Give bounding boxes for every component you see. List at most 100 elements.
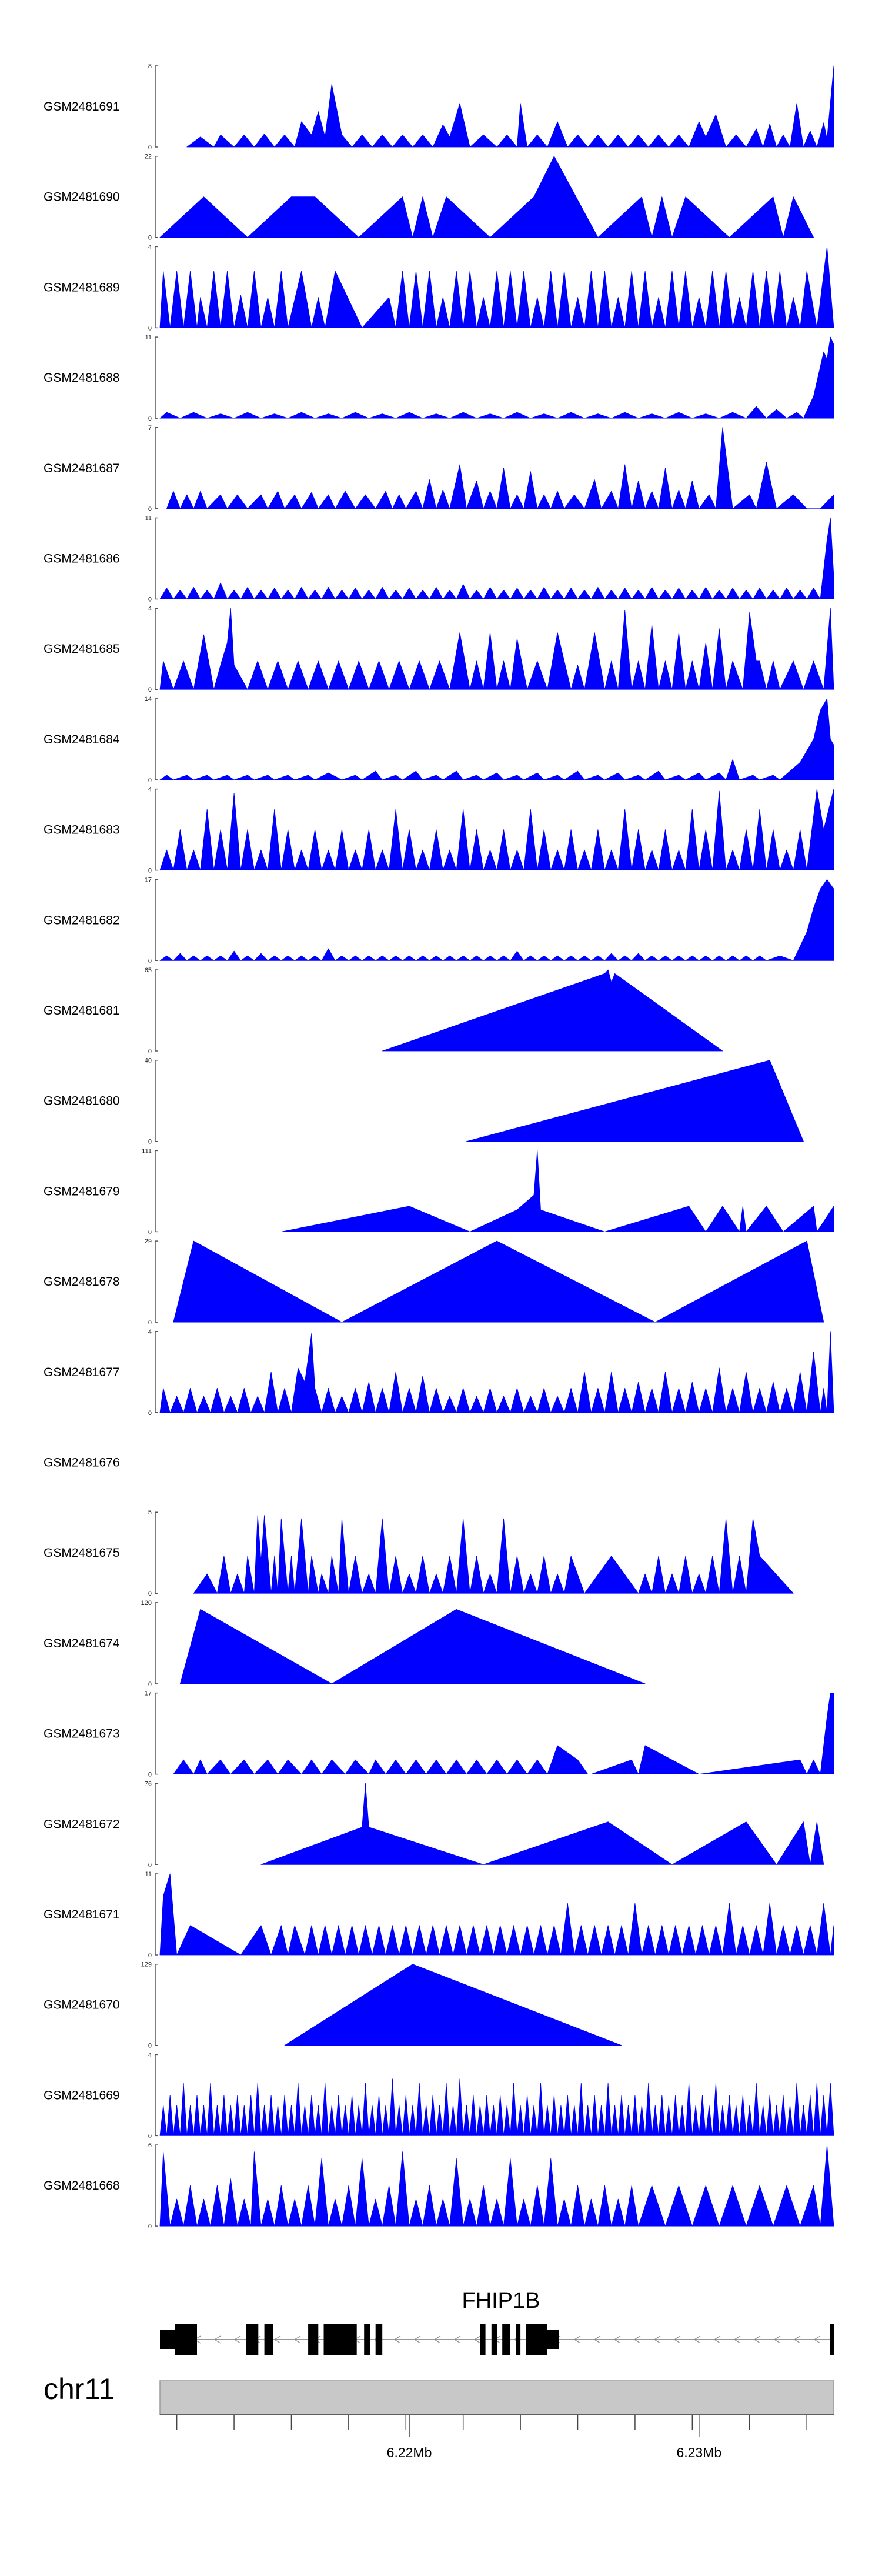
exon-utr bbox=[547, 2330, 559, 2349]
track-axis-min-label: 0 bbox=[148, 596, 152, 603]
track-axis-min-label: 0 bbox=[148, 1952, 152, 1959]
track-label: GSM2481672 bbox=[44, 1817, 120, 1831]
track-label: GSM2481678 bbox=[44, 1275, 120, 1289]
coverage-area bbox=[159, 698, 834, 780]
track-label: GSM2481685 bbox=[44, 642, 120, 656]
track-label: GSM2481673 bbox=[44, 1727, 120, 1741]
coverage-area bbox=[260, 1783, 824, 1865]
track-axis bbox=[155, 2054, 158, 2137]
coverage-area bbox=[159, 246, 834, 328]
strand-arrow-icon bbox=[593, 2335, 601, 2344]
track-axis bbox=[155, 1511, 158, 1594]
coverage-area bbox=[180, 1609, 646, 1684]
track-GSM2481685: GSM2481685 4 0 bbox=[44, 605, 834, 693]
strand-arrow-icon bbox=[793, 2335, 801, 2344]
track-axis-max-label: 4 bbox=[148, 243, 152, 251]
exon-cds bbox=[246, 2324, 259, 2355]
track-axis-min-label: 0 bbox=[148, 2043, 152, 2050]
coverage-area bbox=[166, 427, 834, 509]
exon-cds bbox=[323, 2324, 357, 2355]
track-axis-max-label: 11 bbox=[145, 515, 152, 522]
track-label: GSM2481669 bbox=[44, 2088, 120, 2102]
genome-tick-label: 6.22Mb bbox=[387, 2445, 432, 2460]
track-axis bbox=[155, 608, 158, 690]
track-axis-min-label: 0 bbox=[148, 1229, 152, 1236]
track-GSM2481679: GSM2481679 111 0 bbox=[44, 1147, 834, 1236]
track-axis bbox=[155, 879, 158, 962]
track-label: GSM2481680 bbox=[44, 1095, 120, 1108]
coverage-area bbox=[173, 1240, 824, 1323]
track-axis-min-label: 0 bbox=[148, 686, 152, 693]
genome-axis: chr11 6.22Mb 6.23Mb bbox=[44, 2373, 834, 2460]
strand-arrow-icon bbox=[613, 2335, 621, 2344]
coverage-area bbox=[159, 1331, 834, 1413]
coverage-area bbox=[284, 1964, 622, 2046]
track-axis bbox=[155, 1692, 158, 1775]
track-GSM2481680: GSM2481680 40 0 bbox=[44, 1057, 804, 1146]
strand-arrow-icon bbox=[233, 2335, 241, 2344]
strand-arrow-icon bbox=[633, 2335, 641, 2344]
track-axis-min-label: 0 bbox=[148, 867, 152, 875]
track-GSM2481668: GSM2481668 6 0 bbox=[44, 2142, 834, 2230]
coverage-area bbox=[159, 789, 834, 870]
track-label: GSM2481675 bbox=[44, 1546, 120, 1560]
track-label: GSM2481677 bbox=[44, 1366, 120, 1379]
track-axis-min-label: 0 bbox=[148, 2133, 152, 2140]
track-GSM2481689: GSM2481689 4 0 bbox=[44, 243, 834, 332]
track-GSM2481673: GSM2481673 17 0 bbox=[44, 1690, 834, 1778]
track-axis-min-label: 0 bbox=[148, 325, 152, 332]
track-GSM2481686: GSM2481686 11 0 bbox=[44, 515, 834, 603]
track-axis-min-label: 0 bbox=[148, 144, 152, 151]
track-GSM2481687: GSM2481687 7 0 bbox=[44, 425, 834, 513]
coverage-area bbox=[186, 65, 834, 148]
track-axis-max-label: 4 bbox=[148, 605, 152, 612]
track-axis-max-label: 17 bbox=[145, 1690, 152, 1697]
track-axis-min-label: 0 bbox=[148, 1590, 152, 1597]
track-axis bbox=[155, 1059, 158, 1142]
exon-cds bbox=[264, 2324, 273, 2355]
strand-arrow-icon bbox=[413, 2335, 421, 2344]
coverage-area bbox=[382, 969, 723, 1052]
strand-arrow-icon bbox=[653, 2335, 661, 2344]
track-label: GSM2481689 bbox=[44, 281, 120, 294]
track-label: GSM2481676 bbox=[44, 1456, 120, 1470]
track-axis-min-label: 0 bbox=[148, 777, 152, 784]
track-label: GSM2481674 bbox=[44, 1637, 120, 1650]
track-label: GSM2481670 bbox=[44, 1998, 120, 2012]
track-label: GSM2481687 bbox=[44, 462, 120, 475]
strand-arrow-icon bbox=[273, 2335, 281, 2344]
track-axis-max-label: 11 bbox=[145, 334, 152, 341]
track-GSM2481682: GSM2481682 17 0 bbox=[44, 876, 834, 965]
track-GSM2481683: GSM2481683 4 0 bbox=[44, 786, 834, 875]
exon-cds bbox=[480, 2324, 486, 2355]
track-GSM2481681: GSM2481681 65 0 bbox=[44, 967, 723, 1055]
track-axis bbox=[155, 65, 158, 148]
track-GSM2481690: GSM2481690 22 0 bbox=[44, 154, 814, 242]
track-axis-max-label: 29 bbox=[145, 1238, 152, 1245]
track-axis-min-label: 0 bbox=[148, 1048, 152, 1055]
strand-arrow-icon bbox=[773, 2335, 781, 2344]
exon-cds bbox=[175, 2324, 197, 2355]
track-axis-min-label: 0 bbox=[148, 1319, 152, 1326]
track-axis bbox=[155, 155, 158, 238]
track-axis-min-label: 0 bbox=[148, 1681, 152, 1688]
track-axis bbox=[155, 427, 158, 509]
chromosome-label: chr11 bbox=[44, 2373, 115, 2405]
track-GSM2481684: GSM2481684 14 0 bbox=[44, 696, 834, 784]
track-GSM2481691: GSM2481691 8 0 bbox=[44, 63, 834, 151]
track-axis-min-label: 0 bbox=[148, 957, 152, 965]
track-label: GSM2481690 bbox=[44, 191, 120, 204]
track-GSM2481674: GSM2481674 120 0 bbox=[44, 1600, 646, 1688]
coverage-tracks: GSM248169180GSM2481690220GSM248168940GSM… bbox=[44, 63, 834, 2230]
track-axis bbox=[155, 1602, 158, 1684]
gene-track: FHIP1B bbox=[160, 2288, 834, 2355]
track-axis bbox=[155, 246, 158, 329]
exon-cds bbox=[491, 2324, 497, 2355]
exon-cds bbox=[526, 2324, 547, 2355]
gene-name-label: FHIP1B bbox=[462, 2288, 540, 2313]
coverage-area bbox=[159, 879, 834, 961]
track-axis-min-label: 0 bbox=[148, 1861, 152, 1868]
coverage-area bbox=[159, 1873, 834, 1956]
track-axis-max-label: 111 bbox=[142, 1147, 152, 1154]
